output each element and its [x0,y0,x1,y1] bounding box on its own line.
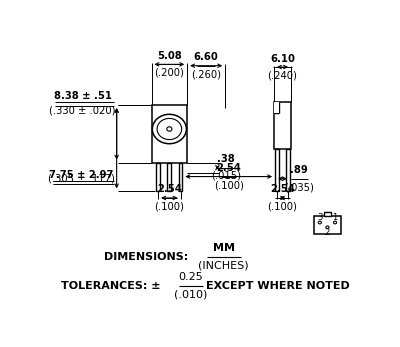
Bar [274,102,279,112]
Text: (.260): (.260) [191,69,221,79]
Circle shape [318,221,322,224]
Bar [179,162,182,191]
Text: 1: 1 [332,213,338,222]
Text: 0.25: 0.25 [179,272,204,282]
Bar [275,149,279,191]
Text: 6.60: 6.60 [194,52,218,62]
Text: (.305 ± .117): (.305 ± .117) [48,174,114,184]
Text: 7.75 ± 2.97: 7.75 ± 2.97 [49,170,113,180]
Circle shape [157,118,182,139]
Text: (.100): (.100) [268,201,298,211]
Text: (.240): (.240) [268,70,298,81]
Text: (.200): (.200) [154,68,184,78]
Circle shape [326,226,329,229]
Text: MM: MM [213,243,234,253]
Text: 2.54: 2.54 [270,185,295,194]
Text: 2.54: 2.54 [157,185,182,194]
Text: 8.38 ± .51: 8.38 ± .51 [54,91,112,101]
Text: 6.10: 6.10 [270,53,295,64]
Text: (INCHES): (INCHES) [198,261,249,270]
Bar [314,215,341,234]
Text: (.035): (.035) [284,182,314,192]
Text: TOLERANCES: ±: TOLERANCES: ± [61,281,160,291]
Text: 2: 2 [325,228,330,237]
Text: 3: 3 [317,213,322,222]
Circle shape [167,127,172,131]
Bar [286,149,290,191]
Text: (.100): (.100) [154,201,184,211]
Text: 5.08: 5.08 [157,51,182,61]
Text: 2.54: 2.54 [216,163,241,173]
Text: (.015): (.015) [211,171,241,181]
Text: (.100): (.100) [214,180,244,190]
Circle shape [152,114,186,144]
Text: (.010): (.010) [174,290,208,300]
Bar [152,105,187,162]
Text: DIMENSIONS:: DIMENSIONS: [104,252,188,262]
Text: .38: .38 [217,154,235,164]
Bar [156,162,160,191]
Bar [168,162,171,191]
Text: (.330 ± .020): (.330 ± .020) [49,105,116,115]
Bar [324,212,331,215]
Circle shape [334,221,336,224]
Text: EXCEPT WHERE NOTED: EXCEPT WHERE NOTED [206,281,350,291]
Text: .89: .89 [290,165,308,175]
Bar [274,102,291,149]
